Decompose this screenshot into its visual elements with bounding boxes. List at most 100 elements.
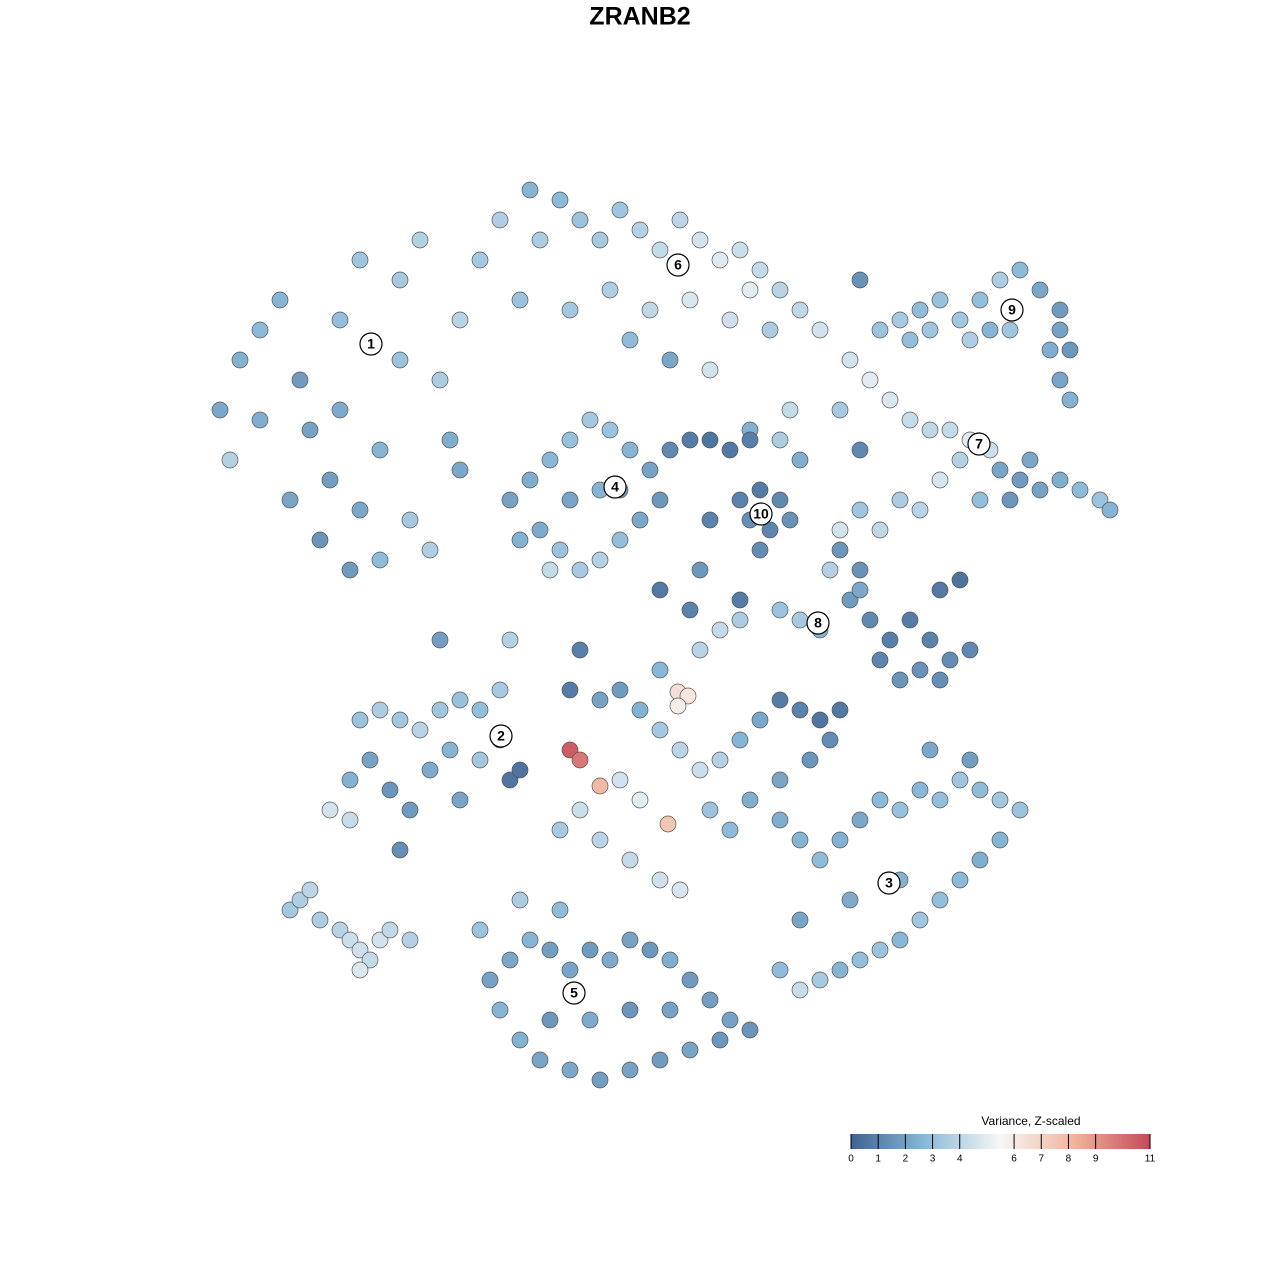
point — [611, 201, 629, 219]
point — [511, 761, 529, 779]
point — [421, 541, 439, 559]
point — [711, 251, 729, 269]
colorbar-tick-label: 11 — [1145, 1154, 1156, 1165]
point — [451, 311, 469, 329]
point — [631, 221, 649, 239]
point — [371, 441, 389, 459]
point — [341, 771, 359, 789]
point — [901, 411, 919, 429]
point — [891, 491, 909, 509]
cluster-badge — [749, 502, 773, 526]
point — [659, 815, 677, 833]
point — [741, 431, 759, 449]
point — [669, 697, 687, 715]
point — [791, 451, 809, 469]
point — [701, 431, 719, 449]
point — [301, 881, 319, 899]
point — [701, 511, 719, 529]
point — [481, 971, 499, 989]
point — [401, 931, 419, 949]
point — [651, 241, 669, 259]
point — [931, 581, 949, 599]
point — [1031, 481, 1049, 499]
point — [331, 401, 349, 419]
point — [941, 651, 959, 669]
cluster-text: 8 — [814, 615, 822, 631]
point — [601, 421, 619, 439]
point — [551, 541, 569, 559]
point — [541, 1011, 559, 1029]
point — [851, 441, 869, 459]
point — [731, 591, 749, 609]
point — [691, 231, 709, 249]
point — [731, 241, 749, 259]
point — [1041, 341, 1059, 359]
point — [421, 761, 439, 779]
cluster-label: 7 — [967, 432, 991, 456]
point — [451, 461, 469, 479]
point — [951, 571, 969, 589]
cluster-label: 3 — [877, 871, 901, 895]
point — [761, 321, 779, 339]
point — [621, 1061, 639, 1079]
point — [341, 811, 359, 829]
point — [621, 931, 639, 949]
point — [291, 371, 309, 389]
point — [311, 531, 329, 549]
point — [371, 701, 389, 719]
point — [991, 831, 1009, 849]
point — [341, 561, 359, 579]
cluster-label: 10 — [749, 502, 773, 526]
point — [821, 731, 839, 749]
point — [941, 421, 959, 439]
point — [921, 421, 939, 439]
point — [971, 851, 989, 869]
point — [781, 401, 799, 419]
point — [911, 301, 929, 319]
point — [561, 961, 579, 979]
point — [771, 811, 789, 829]
point — [771, 691, 789, 709]
point — [811, 711, 829, 729]
point — [651, 721, 669, 739]
cluster-label: 5 — [562, 981, 586, 1005]
point — [721, 311, 739, 329]
cluster-badge — [562, 981, 586, 1005]
point — [751, 541, 769, 559]
point — [351, 251, 369, 269]
point — [871, 321, 889, 339]
point — [711, 751, 729, 769]
point — [521, 931, 539, 949]
point — [851, 581, 869, 599]
point — [1051, 371, 1069, 389]
point — [231, 351, 249, 369]
point — [631, 791, 649, 809]
point — [571, 561, 589, 579]
cluster-badge — [806, 611, 830, 635]
point — [501, 951, 519, 969]
point — [601, 951, 619, 969]
cluster-text: 6 — [674, 257, 682, 273]
point — [871, 791, 889, 809]
point — [841, 351, 859, 369]
point — [921, 321, 939, 339]
point — [691, 561, 709, 579]
point — [331, 311, 349, 329]
point — [671, 741, 689, 759]
point — [271, 291, 289, 309]
point — [791, 981, 809, 999]
point — [611, 771, 629, 789]
point — [1011, 471, 1029, 489]
point — [431, 701, 449, 719]
point — [931, 671, 949, 689]
point — [651, 1051, 669, 1069]
point — [751, 711, 769, 729]
point — [531, 231, 549, 249]
point — [721, 821, 739, 839]
colorbar-tick-label: 4 — [957, 1154, 963, 1165]
point — [501, 631, 519, 649]
point — [641, 301, 659, 319]
colorbar-tick-label: 8 — [1066, 1154, 1072, 1165]
point — [861, 371, 879, 389]
